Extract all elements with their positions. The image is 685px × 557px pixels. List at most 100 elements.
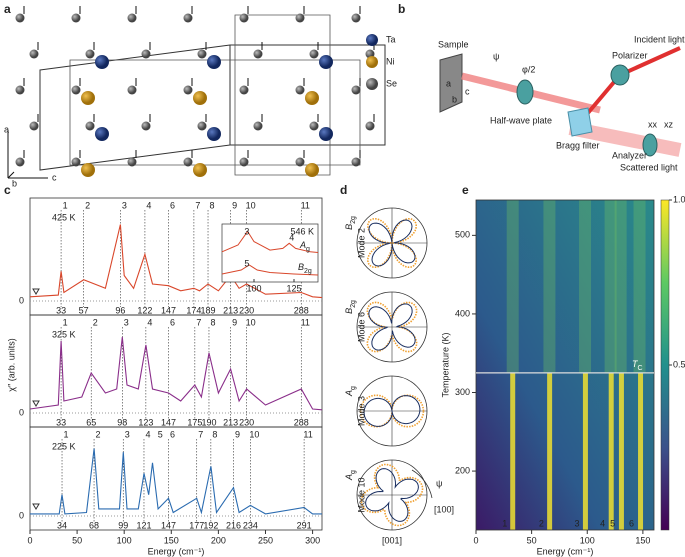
- tc-label: TC: [632, 359, 643, 372]
- mode-label: 6: [629, 518, 634, 528]
- mode-label: 5: [610, 518, 615, 528]
- inset-tick-label: 125: [286, 283, 301, 293]
- energy-label: 230: [239, 417, 254, 427]
- band-high: [604, 200, 617, 373]
- atom: [95, 127, 109, 141]
- colorbar: [660, 199, 670, 531]
- mode-label: 3: [124, 317, 129, 327]
- heatmap-frame: [475, 199, 655, 531]
- y-tick-label: 500: [455, 230, 470, 240]
- tc-sym: T: [632, 359, 639, 369]
- atom: [319, 127, 333, 141]
- y-tick-label: 200: [455, 465, 470, 475]
- inset-spectrum: [221, 264, 319, 276]
- legend-label: Ta: [386, 34, 396, 44]
- atom: [127, 157, 137, 167]
- label: Bragg filter: [556, 140, 600, 150]
- x-tick-label: 150: [635, 535, 650, 545]
- mode-label: 4: [146, 200, 151, 210]
- polar-sym: B2g: [344, 300, 357, 314]
- atom: [85, 121, 95, 131]
- y-axis-label: χ″ (arb. units): [6, 338, 16, 391]
- axis-label: c: [52, 172, 57, 182]
- atom: [15, 85, 25, 95]
- polar-sym: Ag: [344, 386, 357, 397]
- energy-label: 291: [297, 520, 312, 530]
- mode-label: 1: [63, 317, 68, 327]
- atom: [295, 13, 305, 23]
- y-axis-label: Temperature (K): [440, 332, 450, 397]
- polar-fit: [368, 219, 416, 267]
- x-tick-label: 150: [164, 535, 179, 545]
- band-high: [506, 200, 519, 373]
- mode-label: 2: [85, 200, 90, 210]
- energy-label: 147: [161, 305, 176, 315]
- y-tick-label: 0: [19, 295, 24, 305]
- atom: [141, 121, 151, 131]
- mode-label: 6: [170, 429, 175, 439]
- atom: [305, 163, 319, 177]
- mode-label: 3: [122, 200, 127, 210]
- inset-sym-main: B: [298, 262, 304, 272]
- x-tick-label: 0: [473, 535, 478, 545]
- atom: [85, 49, 95, 59]
- atom: [351, 13, 361, 23]
- atom: [81, 163, 95, 177]
- polar-mode: Mode 2: [356, 228, 366, 258]
- panel-label: a: [4, 2, 11, 16]
- inset-sym: Ag: [299, 240, 310, 253]
- mode-label: 8: [212, 429, 217, 439]
- energy-label: 189: [201, 305, 216, 315]
- x-tick-label: 50: [72, 535, 82, 545]
- polar-sym-sub: 2g: [350, 300, 357, 308]
- energy-label: 33: [56, 305, 66, 315]
- atom: [207, 55, 221, 69]
- band-high: [633, 200, 646, 373]
- polar-sym-sub: g: [350, 470, 357, 474]
- energy-label: 213: [223, 417, 238, 427]
- atom: [141, 49, 151, 59]
- mode-label: 7: [198, 429, 203, 439]
- heatmap: [476, 200, 654, 530]
- mode-label: 7: [196, 317, 201, 327]
- x-tick-label: 0: [27, 535, 32, 545]
- energy-label: 174: [186, 305, 201, 315]
- mode-label: 8: [210, 200, 215, 210]
- inset-sym-main: A: [299, 240, 306, 250]
- colorbar-tick-label: 0.5: [673, 359, 685, 369]
- y-tick-label: 400: [455, 308, 470, 318]
- energy-label: 213: [223, 305, 238, 315]
- inset-temperature: 546 K: [290, 226, 314, 236]
- polar-fit: [365, 468, 419, 522]
- polar-axes: [357, 292, 427, 362]
- panel-label: c: [4, 183, 11, 197]
- polar-sym-main: A: [344, 474, 354, 481]
- energy-label: 190: [201, 417, 216, 427]
- polar-axes: [357, 460, 427, 530]
- energy-label: 192: [203, 520, 218, 530]
- band-high: [543, 200, 556, 373]
- energy-label: 177: [189, 520, 204, 530]
- marker: [32, 288, 40, 295]
- atom: [239, 13, 249, 23]
- sample: [439, 53, 463, 113]
- panel-label: b: [398, 2, 405, 16]
- atom: [207, 127, 221, 141]
- polar-fit: [363, 395, 421, 427]
- mode-label: 2: [539, 518, 544, 528]
- band-low: [510, 372, 516, 530]
- rotation-arrow: [411, 469, 433, 499]
- axis-label: b: [452, 94, 457, 104]
- mode-label: 2: [96, 429, 101, 439]
- label: Sample: [438, 39, 469, 49]
- mode-label: 5: [158, 429, 163, 439]
- polar-sym-sub: 2g: [350, 216, 357, 224]
- energy-label: 175: [187, 417, 202, 427]
- atom: [29, 121, 39, 131]
- x-tick-label: 50: [527, 535, 537, 545]
- x-tick-label: 250: [258, 535, 273, 545]
- mode-label: 10: [246, 317, 256, 327]
- spectrum: [29, 224, 323, 299]
- inset-tick-label: 100: [246, 283, 261, 293]
